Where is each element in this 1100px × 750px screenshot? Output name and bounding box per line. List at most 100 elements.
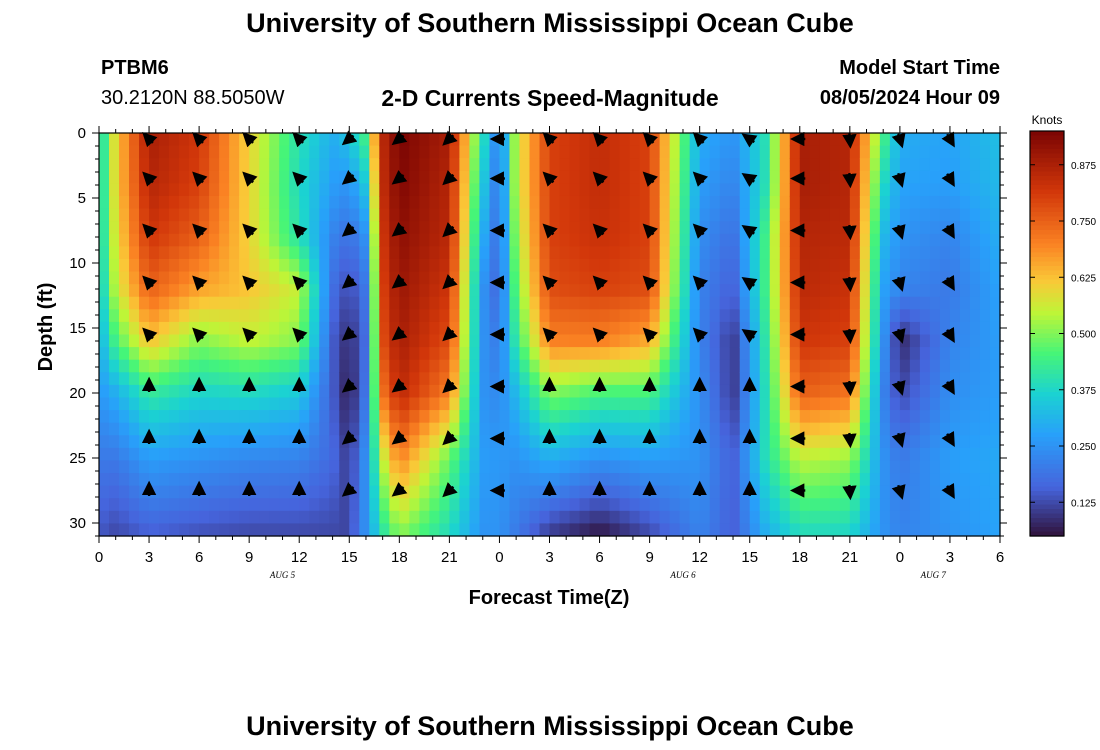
heatmap-cell <box>889 447 901 462</box>
heatmap-cell <box>289 460 300 474</box>
heatmap-cell <box>669 258 681 273</box>
heatmap-cell <box>549 485 561 499</box>
heatmap-cell <box>109 485 120 499</box>
heatmap-cell <box>789 195 801 210</box>
heatmap-cell <box>609 309 621 323</box>
heatmap-cell <box>449 208 460 222</box>
heatmap-cell <box>709 208 721 222</box>
heatmap-cell <box>449 258 460 273</box>
heatmap-cell <box>959 498 971 512</box>
heatmap-cell <box>429 372 440 386</box>
heatmap-cell <box>659 422 671 436</box>
heatmap-cell <box>359 422 370 436</box>
heatmap-cell <box>469 233 481 247</box>
heatmap-cell <box>969 447 981 462</box>
heatmap-cell <box>299 523 310 537</box>
heatmap-cell <box>969 145 981 159</box>
heatmap-cell <box>639 447 651 462</box>
colorbar-swatch <box>1030 383 1064 389</box>
heatmap-cell <box>949 473 961 487</box>
heatmap-cell <box>729 359 741 373</box>
heatmap-cell <box>469 195 481 210</box>
heatmap-cell <box>919 296 931 310</box>
heatmap-cell <box>159 397 170 411</box>
heatmap-cell <box>979 435 991 449</box>
heatmap-cell <box>199 397 210 411</box>
heatmap-cell <box>889 523 901 537</box>
heatmap-cell <box>629 384 641 399</box>
heatmap-cell <box>909 133 921 147</box>
heatmap-cell <box>409 447 420 462</box>
heatmap-cell <box>219 435 230 449</box>
heatmap-cell <box>239 473 250 487</box>
heatmap-cell <box>119 271 130 285</box>
heatmap-cell <box>819 422 831 436</box>
heatmap-cell <box>519 246 531 260</box>
heatmap-cell <box>219 233 230 247</box>
heatmap-cell <box>859 435 871 449</box>
heatmap-cell <box>649 372 661 386</box>
heatmap-cell <box>669 410 681 424</box>
heatmap-cell <box>679 372 691 386</box>
heatmap-cell <box>399 296 410 310</box>
heatmap-cell <box>169 410 180 424</box>
heatmap-cell <box>839 359 851 373</box>
heatmap-cell <box>519 309 531 323</box>
heatmap-cell <box>329 158 340 172</box>
heatmap-cell <box>459 158 471 172</box>
heatmap-cell <box>509 523 521 537</box>
heatmap-cell <box>559 195 571 210</box>
heatmap-cell <box>919 498 931 512</box>
heatmap-cell <box>569 460 581 474</box>
heatmap-cell <box>609 321 621 336</box>
heatmap-cell <box>739 321 751 336</box>
heatmap-cell <box>499 422 511 436</box>
heatmap-cell <box>469 145 481 159</box>
heatmap-cell <box>499 284 511 298</box>
heatmap-cell <box>329 473 340 487</box>
heatmap-cell <box>399 359 410 373</box>
heatmap-cell <box>909 208 921 222</box>
heatmap-cell <box>139 309 150 323</box>
heatmap-cell <box>509 510 521 524</box>
heatmap-cell <box>849 158 861 172</box>
current-arrow <box>442 130 458 146</box>
heatmap-cell <box>409 183 420 197</box>
heatmap-cell <box>259 296 270 310</box>
colorbar-swatch <box>1030 203 1064 209</box>
y-axis-label: Depth (ft) <box>35 283 57 372</box>
heatmap-cell <box>969 321 981 336</box>
heatmap-cell <box>829 158 841 172</box>
heatmap-cell <box>879 334 891 348</box>
heatmap-cell <box>389 460 400 474</box>
heatmap-cell <box>779 133 791 147</box>
heatmap-cell <box>779 372 791 386</box>
heatmap-cell <box>99 221 110 235</box>
heatmap-cell <box>849 246 861 260</box>
heatmap-cell <box>779 170 791 184</box>
heatmap-cell <box>989 271 1001 285</box>
colorbar-swatch <box>1030 500 1064 506</box>
heatmap-cell <box>539 359 551 373</box>
heatmap-cell <box>209 221 220 235</box>
heatmap-cell <box>819 347 831 361</box>
heatmap-cell <box>659 183 671 197</box>
heatmap-cell <box>609 460 621 474</box>
heatmap-cell <box>559 460 571 474</box>
heatmap-cell <box>339 510 350 524</box>
heatmap-cell <box>389 208 400 222</box>
heatmap-cell <box>419 410 430 424</box>
heatmap-cell <box>549 170 561 184</box>
heatmap-cell <box>319 133 330 147</box>
heatmap-cell <box>599 170 611 184</box>
heatmap-cell <box>469 384 481 399</box>
heatmap-cell <box>399 334 410 348</box>
heatmap-cell <box>619 384 631 399</box>
heatmap-cell <box>819 397 831 411</box>
heatmap-cell <box>709 284 721 298</box>
heatmap-cell <box>839 473 851 487</box>
heatmap-cell <box>829 258 841 273</box>
heatmap-cell <box>709 221 721 235</box>
heatmap-cell <box>419 208 430 222</box>
heatmap-cell <box>269 284 280 298</box>
